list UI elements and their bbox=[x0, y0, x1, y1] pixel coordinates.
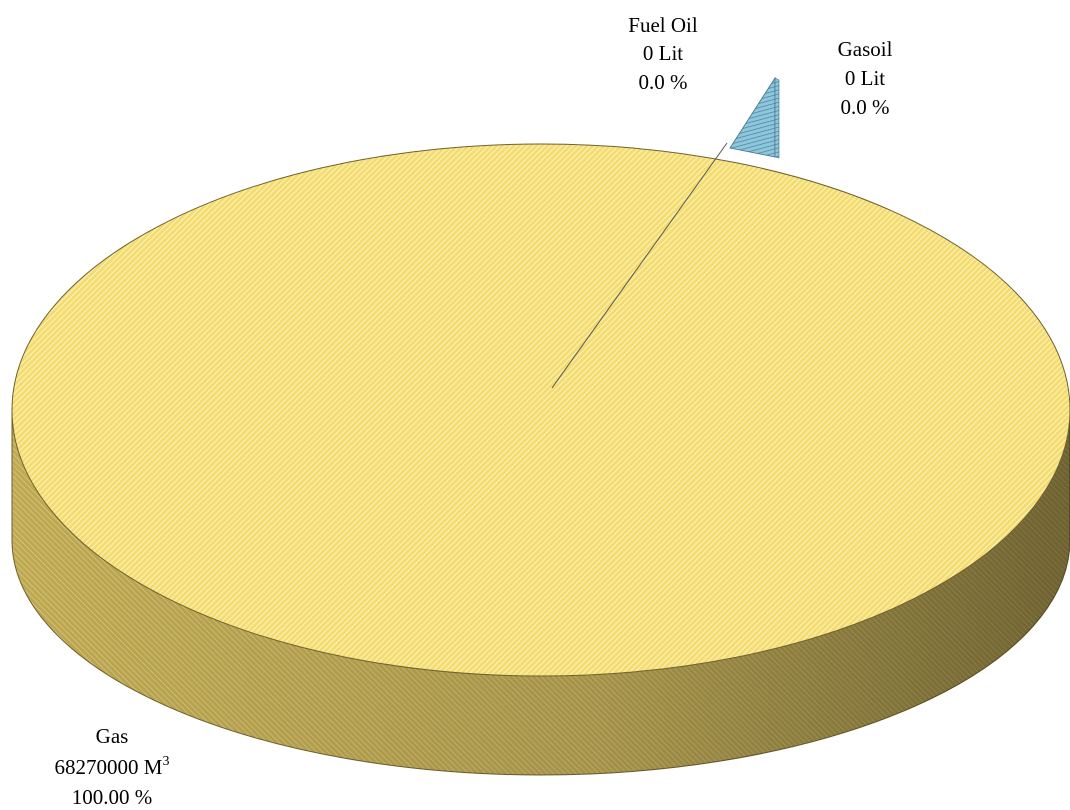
label-fuel-oil-value: 0 Lit bbox=[643, 41, 683, 65]
label-gas-value-sup: 3 bbox=[162, 754, 169, 769]
label-fuel-oil-name: Fuel Oil bbox=[628, 13, 698, 37]
label-gas-value: 68270000 M3 bbox=[55, 754, 170, 779]
label-gas-value-text: 68270000 M bbox=[55, 755, 163, 779]
label-gas-percent: 100.00 % bbox=[72, 785, 153, 809]
label-gasoil-percent: 0.0 % bbox=[841, 95, 890, 119]
pie-slice-gas bbox=[11, 143, 1070, 677]
label-gasoil-value: 0 Lit bbox=[845, 66, 885, 90]
leader-line bbox=[551, 142, 728, 389]
pie-side-shading bbox=[12, 410, 1070, 775]
label-fuel-oil-percent: 0.0 % bbox=[639, 70, 688, 94]
label-gas-name: Gas bbox=[96, 724, 129, 748]
pie-slice-fuel-oil bbox=[729, 76, 776, 158]
label-gasoil-name: Gasoil bbox=[838, 37, 893, 61]
pie-slice-gasoil bbox=[774, 77, 780, 159]
